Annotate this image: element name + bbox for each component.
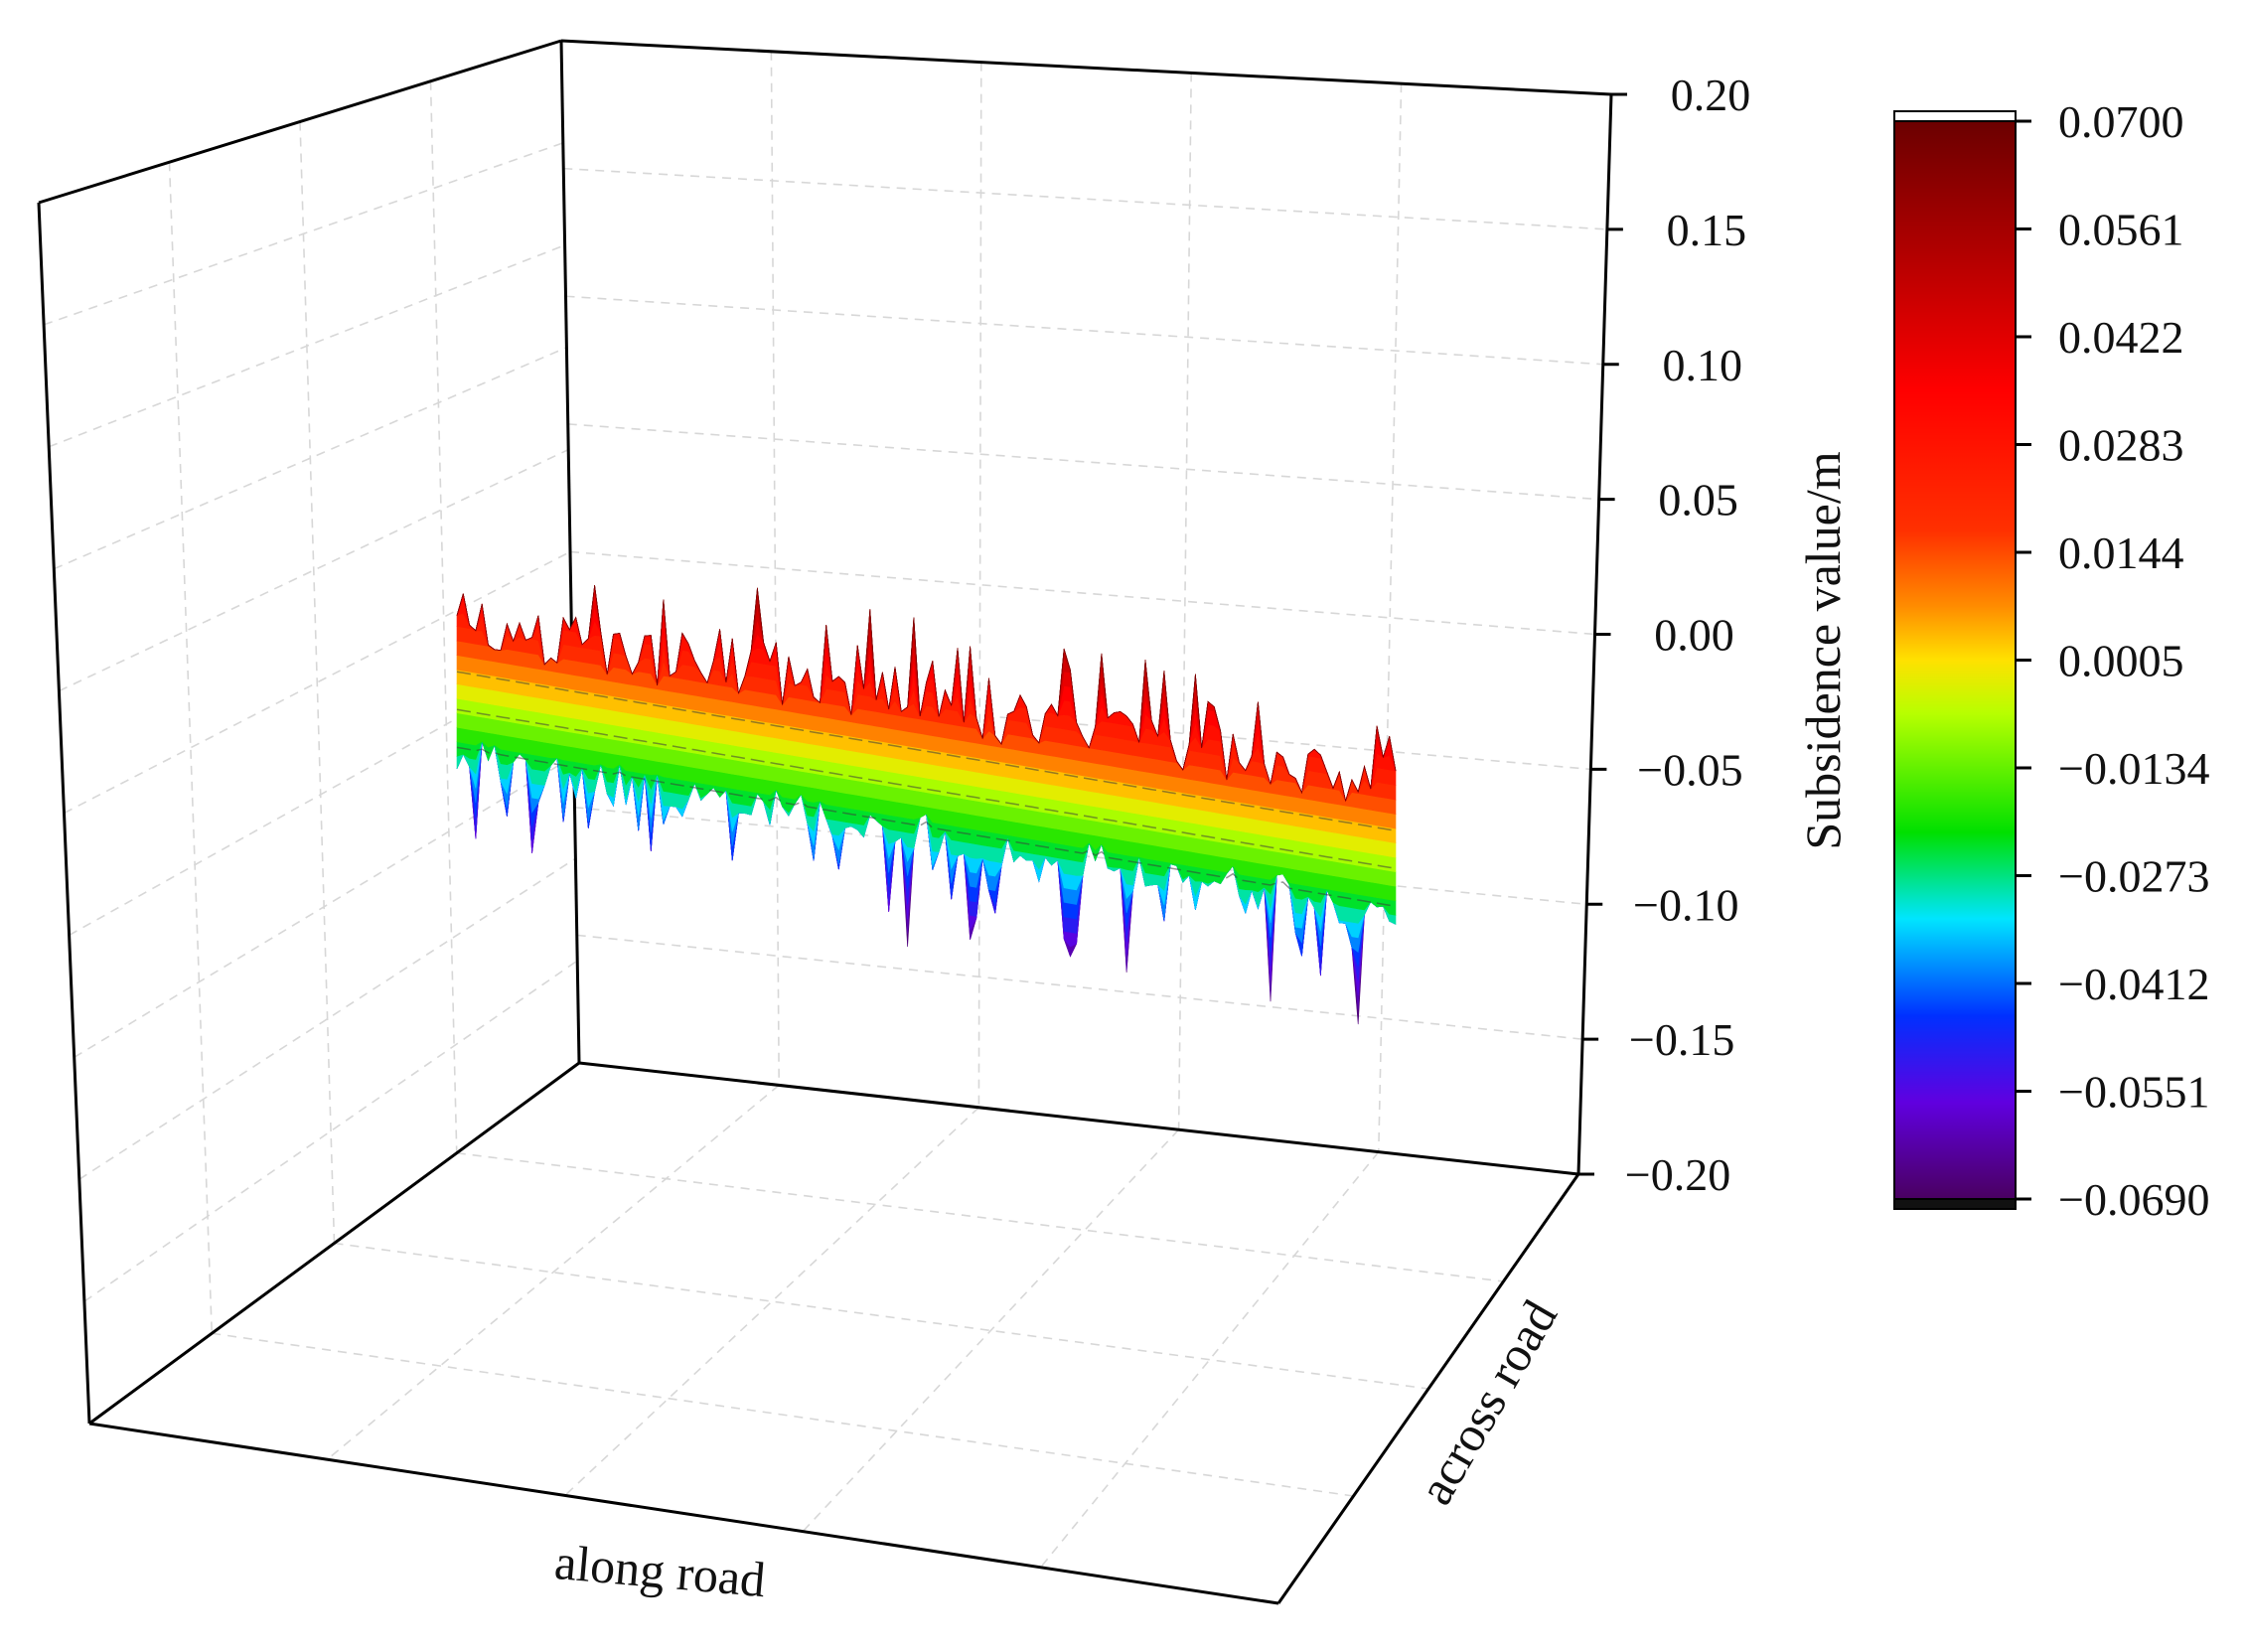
z-axis-ticks: 0.20 0.15 0.10 0.05 0.00 −0.05 −0.10 −0.15 −0.20 — [1578, 70, 1750, 1200]
z-tick-label: −0.20 — [1625, 1149, 1730, 1200]
colorbar-tick-label: 0.0422 — [2058, 312, 2184, 363]
grid-line — [334, 1242, 1429, 1390]
z-tick-label: −0.10 — [1633, 879, 1738, 930]
axis-edge — [1276, 1173, 1580, 1604]
axis-edge — [38, 39, 562, 205]
colorbar-tick-label: 0.0561 — [2058, 205, 2184, 255]
grid-line — [1378, 83, 1403, 1152]
colorbar-tick-label: 0.0700 — [2058, 96, 2184, 147]
grid-line — [576, 934, 1583, 1040]
grid-line — [1039, 1151, 1380, 1569]
colorbar-tick-label: −0.0690 — [2058, 1174, 2209, 1225]
axis-edge — [578, 1061, 1579, 1176]
grid-line — [429, 80, 458, 1153]
z-tick-label: 0.10 — [1663, 340, 1743, 390]
y-axis-title: across road — [1407, 1291, 1568, 1514]
colorbar-tick-label: 0.0005 — [2058, 636, 2184, 686]
grid-line — [565, 295, 1603, 366]
grid-line — [770, 51, 780, 1086]
colorbar: 0.0700 0.0561 0.0422 0.0283 0.0144 0.0005 −0.0… — [1893, 96, 2209, 1225]
grid-line — [567, 423, 1599, 501]
axis-edge — [37, 202, 91, 1425]
colorbar-tick-label: −0.0551 — [2058, 1067, 2209, 1118]
z-tick-label: 0.00 — [1654, 610, 1734, 661]
colorbar-bottom-cap — [1893, 1198, 2017, 1210]
surface-plot — [456, 585, 1397, 1025]
grid-line — [1177, 73, 1192, 1130]
grid-line — [569, 550, 1595, 636]
grid-line — [572, 678, 1591, 771]
grid-line — [168, 162, 214, 1334]
colorbar-tick-label: −0.0273 — [2058, 851, 2209, 902]
colorbar-tick-label: −0.0412 — [2058, 959, 2209, 1009]
grid-line — [574, 806, 1587, 906]
grid-line — [299, 121, 336, 1244]
colorbar-gradient — [1893, 120, 2017, 1200]
axis-edge — [88, 1422, 1279, 1605]
grid-lines — [43, 51, 1607, 1569]
grid-line — [59, 448, 569, 692]
surface-contour — [456, 746, 1397, 908]
grid-line — [563, 167, 1607, 230]
z-axis-title: Subsidence value/m — [1795, 451, 1851, 849]
z-tick-label: 0.05 — [1658, 475, 1738, 526]
z-tick-label: −0.05 — [1637, 744, 1742, 795]
z-tick-label: 0.20 — [1671, 70, 1751, 120]
grid-line — [564, 1107, 979, 1496]
z-tick-label: 0.15 — [1667, 205, 1747, 255]
surface-band — [456, 585, 1397, 802]
colorbar-tick-label: 0.0283 — [2058, 420, 2184, 471]
axis-edge — [559, 40, 581, 1064]
colorbar-top-cap — [1893, 110, 2017, 122]
z-tick-label: −0.15 — [1629, 1014, 1734, 1065]
grid-line — [326, 1084, 780, 1460]
grid-line — [456, 1151, 1504, 1282]
grid-line — [78, 857, 576, 1180]
x-axis-title: along road — [552, 1534, 768, 1607]
grid-line — [802, 1128, 1180, 1533]
axis-edge — [88, 1061, 580, 1426]
grid-line — [977, 62, 982, 1108]
grid-line — [53, 346, 567, 570]
colorbar-tick-label: 0.0144 — [2058, 527, 2184, 578]
grid-line — [212, 1332, 1354, 1497]
colorbar-tick-label: −0.0134 — [2058, 743, 2209, 794]
axis-edge — [560, 39, 1612, 96]
grid-line — [83, 960, 578, 1302]
axes-frame — [37, 39, 1612, 1426]
